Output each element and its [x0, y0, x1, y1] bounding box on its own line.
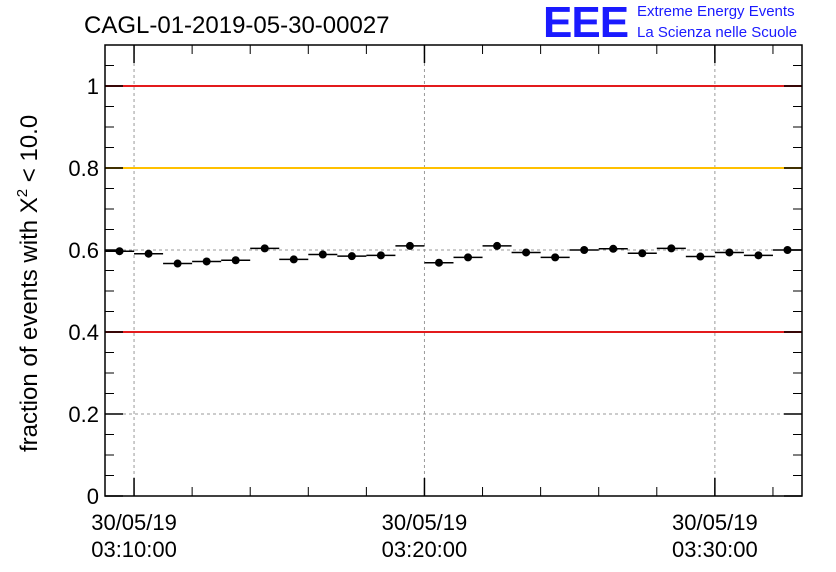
- logo-line-2: La Scienza nelle Scuole: [637, 24, 798, 41]
- y-axis-label: fraction of events with X2 < 10.0: [14, 115, 43, 452]
- data-point: [289, 255, 298, 264]
- data-point: [667, 244, 676, 253]
- y-axis-label-sup: 2: [14, 189, 31, 197]
- data-point: [434, 258, 443, 267]
- data-point: [464, 253, 473, 262]
- data-point: [260, 244, 269, 253]
- data-point: [376, 251, 385, 260]
- data-point: [144, 249, 153, 258]
- reference-lines: [105, 85, 802, 333]
- x-tick-label-time: 03:20:00: [382, 537, 468, 562]
- data-point: [202, 257, 211, 266]
- data-point: [754, 251, 763, 260]
- data-point: [493, 241, 502, 250]
- data-point: [318, 250, 327, 259]
- data-point: [609, 244, 618, 253]
- y-tick-label: 0.8: [68, 156, 99, 181]
- data-point: [725, 248, 734, 257]
- y-axis-label-tail: < 10.0: [16, 115, 43, 189]
- y-tick-label: 1: [87, 74, 99, 99]
- y-tick-label: 0.2: [68, 402, 99, 427]
- x-tick-label-time: 03:30:00: [672, 537, 758, 562]
- logo-line-1: Extreme Energy Events: [637, 3, 795, 20]
- x-tick-label-date: 30/05/19: [91, 510, 177, 535]
- y-tick-label: 0: [87, 484, 99, 509]
- eee-logo-mark: EEE: [543, 0, 629, 47]
- plot-frame: [104, 44, 803, 497]
- data-point: [696, 252, 705, 261]
- data-point: [231, 256, 240, 265]
- x-tick-label-time: 03:10:00: [91, 537, 177, 562]
- chart-title: CAGL-01-2019-05-30-00027: [84, 12, 390, 39]
- y-axis: 0 0.2 0.4 0.6 0.8 1: [68, 65, 802, 509]
- data-point: [580, 246, 589, 254]
- y-axis-label-main: fraction of events with X: [16, 197, 43, 452]
- y-tick-label: 0.6: [68, 238, 99, 263]
- y-tick-label: 0.4: [68, 320, 99, 345]
- data-point: [405, 241, 414, 250]
- x-tick-label-date: 30/05/19: [672, 510, 758, 535]
- data-point: [347, 252, 356, 261]
- data-point: [173, 259, 182, 268]
- data-point: [115, 247, 124, 256]
- data-point: [638, 249, 647, 258]
- data-points: [105, 241, 802, 268]
- data-point: [551, 253, 560, 262]
- x-tick-label-date: 30/05/19: [382, 510, 468, 535]
- data-point: [522, 248, 531, 257]
- x-axis: 30/05/1903:10:0030/05/1903:20:0030/05/19…: [91, 45, 774, 562]
- grid: [105, 45, 802, 496]
